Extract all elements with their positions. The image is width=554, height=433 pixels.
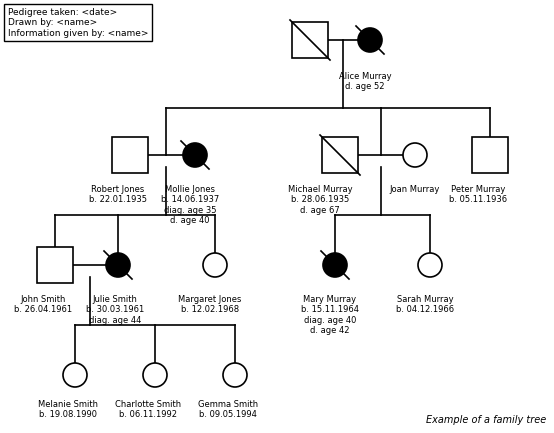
Text: Michael Murray
b. 28.06.1935
d. age 67: Michael Murray b. 28.06.1935 d. age 67 <box>288 185 352 215</box>
Text: Pedigree taken: <date>
Drawn by: <name>
Information given by: <name>: Pedigree taken: <date> Drawn by: <name> … <box>8 8 148 38</box>
Bar <box>322 137 358 173</box>
Text: Example of a family tree: Example of a family tree <box>426 415 546 425</box>
Ellipse shape <box>63 363 87 387</box>
Ellipse shape <box>418 253 442 277</box>
Ellipse shape <box>223 363 247 387</box>
Text: Mary Murray
b. 15.11.1964
diag. age 40
d. age 42: Mary Murray b. 15.11.1964 diag. age 40 d… <box>301 295 359 335</box>
Bar <box>292 22 328 58</box>
Text: Julie Smith
b. 30.03.1961
diag. age 44: Julie Smith b. 30.03.1961 diag. age 44 <box>86 295 144 325</box>
Bar <box>37 247 73 283</box>
Text: Gemma Smith
b. 09.05.1994: Gemma Smith b. 09.05.1994 <box>198 400 258 420</box>
Text: Joan Murray: Joan Murray <box>390 185 440 194</box>
Ellipse shape <box>203 253 227 277</box>
Text: Margaret Jones
b. 12.02.1968: Margaret Jones b. 12.02.1968 <box>178 295 242 314</box>
Text: Peter Murray
b. 05.11.1936: Peter Murray b. 05.11.1936 <box>449 185 507 204</box>
Text: Alice Murray
d. age 52: Alice Murray d. age 52 <box>338 72 391 91</box>
Bar <box>472 137 508 173</box>
Bar <box>112 137 148 173</box>
Ellipse shape <box>323 253 347 277</box>
Ellipse shape <box>183 143 207 167</box>
Text: Melanie Smith
b. 19.08.1990: Melanie Smith b. 19.08.1990 <box>38 400 98 420</box>
Ellipse shape <box>143 363 167 387</box>
Ellipse shape <box>106 253 130 277</box>
Ellipse shape <box>403 143 427 167</box>
Text: Sarah Murray
b. 04.12.1966: Sarah Murray b. 04.12.1966 <box>396 295 454 314</box>
Text: John Smith
b. 26.04.1961: John Smith b. 26.04.1961 <box>14 295 72 314</box>
Text: Charlotte Smith
b. 06.11.1992: Charlotte Smith b. 06.11.1992 <box>115 400 181 420</box>
Text: Robert Jones
b. 22.01.1935: Robert Jones b. 22.01.1935 <box>89 185 147 204</box>
Ellipse shape <box>358 28 382 52</box>
Text: Mollie Jones
b. 14.06.1937
diag. age 35
d. age 40: Mollie Jones b. 14.06.1937 diag. age 35 … <box>161 185 219 225</box>
